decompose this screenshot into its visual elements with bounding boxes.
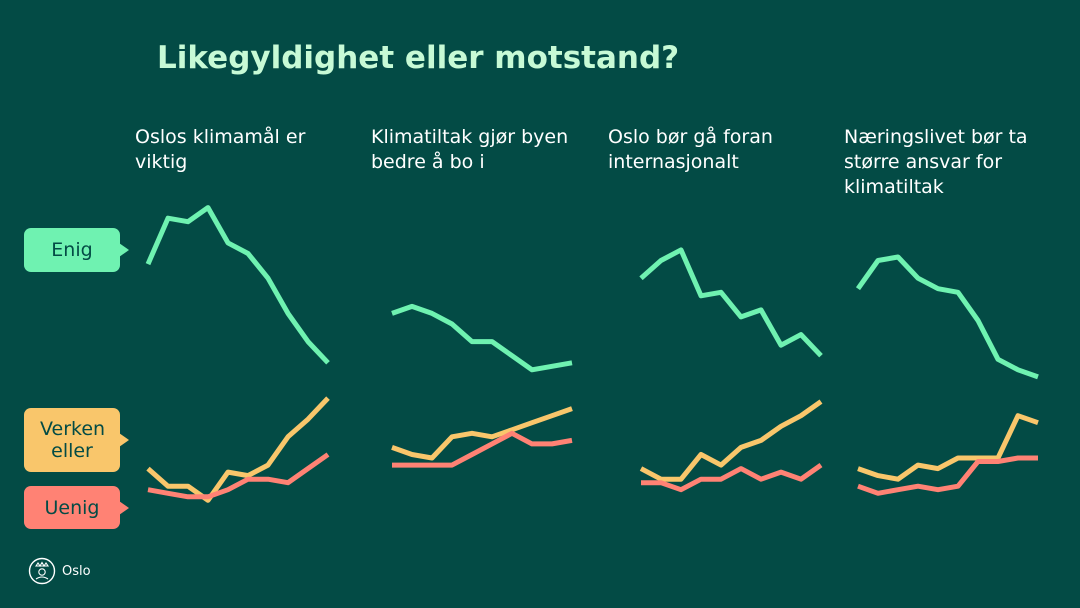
legend-uenig: Uenig: [24, 486, 120, 529]
legend-enig: Enig: [24, 228, 120, 272]
chart-3: [639, 247, 823, 493]
series-enig-line: [145, 205, 330, 365]
chart-2-title: Klimatiltak gjør byen bedre å bo i: [371, 126, 569, 173]
legend-verken-eller-label: Verken eller: [40, 418, 106, 462]
series-verken-eller-line: [639, 399, 823, 482]
series-enig-line: [855, 254, 1039, 380]
oslo-seal-icon: [28, 557, 56, 585]
series-enig-line: [391, 303, 573, 373]
series-enig-line: [639, 247, 823, 358]
chart-4-title: Næringslivet bør ta større ansvar for kl…: [844, 126, 1028, 198]
series-uenig-line: [857, 455, 1038, 496]
legend-uenig-label: Uenig: [44, 496, 100, 519]
chart-4: [855, 254, 1039, 496]
slide-title: Likegyldighet eller motstand?: [157, 40, 680, 76]
chart-2: [391, 303, 573, 468]
series-uenig-line: [147, 452, 330, 500]
series-verken-eller-line: [391, 406, 573, 461]
legend-verken-eller: Verken eller: [24, 408, 120, 472]
chart-3-title: Oslo bør gå foran internasjonalt: [608, 126, 773, 173]
logo-text: Oslo: [62, 563, 91, 579]
series-uenig-line: [641, 463, 823, 493]
series-verken-eller-line: [146, 396, 330, 503]
legend-enig-label: Enig: [51, 239, 93, 261]
chart-1: [145, 205, 330, 503]
series-verken-eller-line: [857, 413, 1039, 482]
series-uenig-line: [392, 430, 573, 468]
oslo-logo: Oslo: [28, 557, 91, 585]
chart-1-title: Oslos klimamål er viktig: [135, 126, 306, 173]
